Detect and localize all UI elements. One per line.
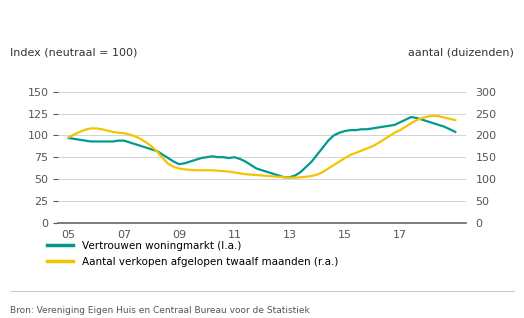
Text: Bron: Vereniging Eigen Huis en Centraal Bureau voor de Statistiek: Bron: Vereniging Eigen Huis en Centraal … bbox=[10, 306, 310, 315]
Text: Woningmarktsentiment wijst op aanhoudende daling verkopen: Woningmarktsentiment wijst op aanhoudend… bbox=[88, 8, 436, 18]
Legend: Vertrouwen woningmarkt (l.a.), Aantal verkopen afgelopen twaalf maanden (r.a.): Vertrouwen woningmarkt (l.a.), Aantal ve… bbox=[47, 240, 338, 267]
Text: Index (neutraal = 100): Index (neutraal = 100) bbox=[10, 47, 138, 57]
Text: aantal (duizenden): aantal (duizenden) bbox=[408, 47, 514, 57]
